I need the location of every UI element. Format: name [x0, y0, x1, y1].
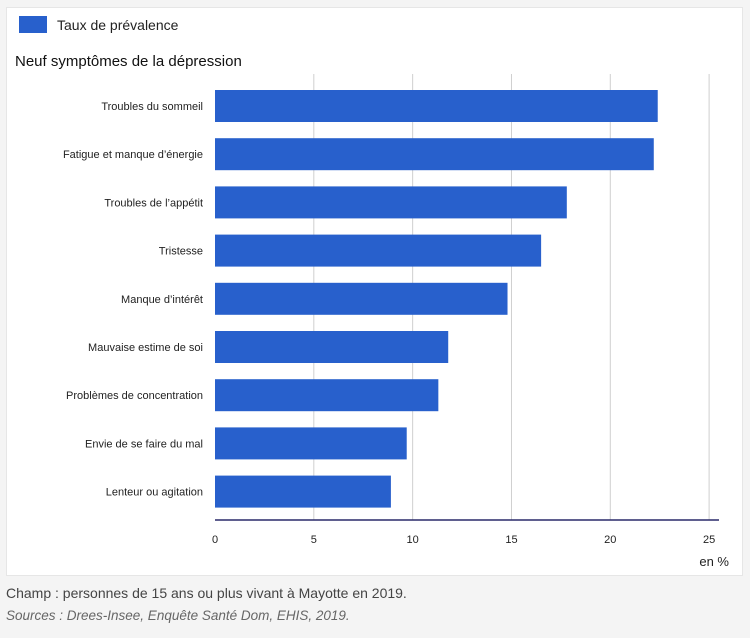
category-label: Fatigue et manque d’énergie [63, 149, 203, 161]
category-label: Troubles de l’appétit [104, 197, 203, 209]
bar [215, 379, 439, 412]
bar [215, 282, 508, 315]
category-label: Manque d’intérêt [121, 294, 203, 306]
champ-note: Champ : personnes de 15 ans ou plus viva… [6, 585, 407, 601]
category-label: Envie de se faire du mal [85, 438, 203, 450]
bar [215, 331, 449, 363]
bar [215, 427, 407, 460]
category-label: Troubles du sommeil [101, 101, 203, 113]
x-axis-unit-label: en % [699, 554, 729, 569]
bar [215, 138, 654, 171]
bar-chart: Taux de prévalence Neuf symptômes de la … [15, 16, 729, 569]
x-tick-label: 0 [212, 534, 218, 546]
x-tick-label: 20 [604, 534, 616, 546]
category-label: Lenteur ou agitation [106, 487, 203, 499]
bar [215, 90, 658, 122]
chart-card: Taux de prévalence Neuf symptômes de la … [6, 7, 743, 576]
bar [215, 186, 567, 219]
x-tick-labels: 0 5 10 15 20 25 [212, 534, 715, 546]
category-label: Tristesse [159, 246, 203, 258]
bars [215, 90, 658, 508]
bar [215, 234, 542, 267]
category-label: Problèmes de concentration [66, 390, 203, 402]
chart-title: Neuf symptômes de la dépression [15, 53, 242, 70]
sources-note: Sources : Drees-Insee, Enquête Santé Dom… [6, 608, 350, 623]
x-tick-label: 25 [703, 534, 715, 546]
category-labels: Troubles du sommeil Fatigue et manque d’é… [63, 101, 203, 499]
x-tick-label: 5 [311, 534, 317, 546]
x-tick-label: 10 [407, 534, 419, 546]
bar [215, 475, 391, 508]
legend-swatch [19, 16, 47, 33]
category-label: Mauvaise estime de soi [88, 342, 203, 354]
x-tick-label: 15 [505, 534, 517, 546]
legend-label: Taux de prévalence [57, 17, 179, 33]
